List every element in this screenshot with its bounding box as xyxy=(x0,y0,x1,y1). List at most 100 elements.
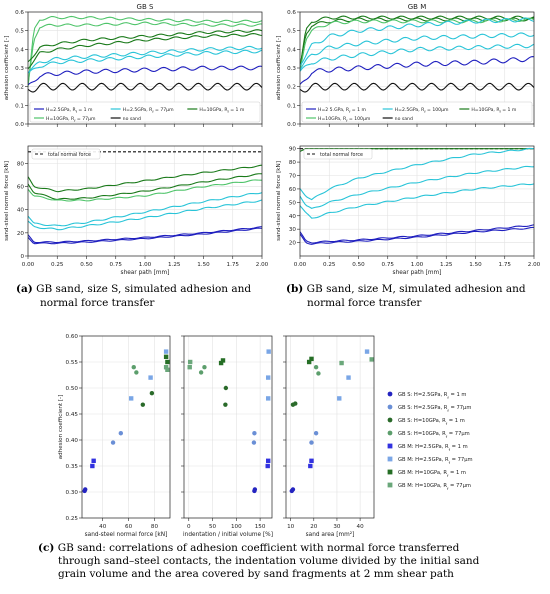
scatter-point xyxy=(140,402,146,407)
scatter-point xyxy=(309,458,314,463)
x-axis-label: shear path [mm] xyxy=(121,270,170,276)
scatter-legend-label: GB M: H=2.5GPa, Rf = 77μm xyxy=(398,457,473,465)
series-line xyxy=(28,65,262,86)
series-line xyxy=(28,164,262,193)
scatter-point xyxy=(252,431,257,436)
series-line xyxy=(300,55,534,85)
legend-label: H=10GPa, Rf = 1 m xyxy=(471,107,517,114)
grid xyxy=(184,335,272,519)
scatter-point xyxy=(149,391,155,396)
scatter-point xyxy=(265,375,271,380)
y-tick-label: 60 xyxy=(289,187,297,193)
scatter-point xyxy=(110,440,116,445)
scatter-point xyxy=(293,401,298,406)
caption-b: (b) GB sand, size M, simulated adhesion … xyxy=(286,283,526,295)
x-tick-label: 40 xyxy=(357,524,365,530)
series-line xyxy=(28,15,262,87)
y-tick-label: 0.1 xyxy=(15,103,24,109)
legend-label: H=10GPa, Rf = 77μm xyxy=(46,116,96,123)
legend-label: H=2 5.GPa, Rf = 1 m xyxy=(318,107,366,114)
legend-label: no sand xyxy=(395,116,413,122)
y-tick-label: 50 xyxy=(289,200,297,206)
y-tick-label: 0.60 xyxy=(66,334,79,340)
scatter-legend-label: GB S: H=2.5GPa, Rf = 1 m xyxy=(398,392,466,400)
series-line xyxy=(28,173,262,200)
scatter-legend-label: GB M: H=10GPa, Rf = 77μm xyxy=(398,483,471,491)
scatter-point xyxy=(364,349,370,354)
plot-frame xyxy=(27,145,263,257)
scatter-legend-marker xyxy=(387,456,393,462)
scatter-legend-marker xyxy=(387,443,393,449)
x-tick-label: 0.25 xyxy=(51,262,64,268)
scatter-point xyxy=(369,357,374,362)
y-tick-label: 0.30 xyxy=(66,490,79,496)
x-tick-label: 150 xyxy=(255,524,266,530)
chart-c-1: 40 60 80 0.25 0.30 0.35 0.40 0.45 0.50 0.55 0.60 sa… xyxy=(58,334,171,538)
legend: H=2 5.GPa, Rf = 1 m H=2.5GPa, Rf = 100μm H… xyxy=(301,101,533,123)
legend-box xyxy=(301,101,533,123)
scatter-point xyxy=(128,396,134,401)
y-tick-label: 70 xyxy=(289,174,297,180)
series-line xyxy=(28,29,262,63)
chart-c-2: 0 50 100 150 indentation / initial volume [%… xyxy=(181,335,273,538)
x-tick-label: 30 xyxy=(333,524,341,530)
scatter-point xyxy=(223,402,228,407)
scatter-point xyxy=(202,365,207,370)
y-tick-label: 90 xyxy=(289,147,297,153)
y-tick-label: 30 xyxy=(289,227,297,233)
scatter-legend-label: GB S: H=2.5GPa, Rf = 77μm xyxy=(398,405,471,413)
legend-label: H=10GPa, Rf = 100μm xyxy=(318,116,371,123)
plot-frame xyxy=(27,11,263,125)
scatter-point xyxy=(251,440,257,445)
y-tick-label: 0.2 xyxy=(15,85,24,91)
y-tick-label: 0.25 xyxy=(66,516,79,522)
x-tick-label: 20 xyxy=(310,524,318,530)
plot-frame xyxy=(81,335,171,519)
scatter-legend-marker xyxy=(387,391,393,397)
y-tick-label: 0.3 xyxy=(287,66,296,72)
x-tick-label: 100 xyxy=(231,524,242,530)
plot-area xyxy=(28,15,262,93)
caption-a: (a) GB sand, size S, simulated adhesion … xyxy=(16,283,251,295)
scatter-point xyxy=(131,365,136,370)
x-tick-label: 40 xyxy=(99,524,107,530)
series-line xyxy=(28,21,262,86)
x-tick-label: 10 xyxy=(287,524,295,530)
y-axis-label: adhesion coefficient [-] xyxy=(276,36,282,101)
scatter-point xyxy=(187,365,192,370)
scatter-legend-marker xyxy=(387,482,393,488)
series-line xyxy=(28,227,262,245)
x-tick-label: 2.00 xyxy=(256,262,269,268)
caption-c-line3: grain volume and the area covered by san… xyxy=(58,568,454,580)
y-tick-label: 0.3 xyxy=(15,66,24,72)
x-tick-label: 1.25 xyxy=(168,262,181,268)
x-tick-label: 0.00 xyxy=(22,262,35,268)
legend-label: total normal force xyxy=(320,152,363,158)
series-line xyxy=(300,165,534,209)
plot-frame xyxy=(299,11,535,125)
x-tick-label: 0.00 xyxy=(294,262,307,268)
scatter-legend-label: GB S: H=10GPa, Rf = 1 m xyxy=(398,418,465,426)
scatter-legend-marker xyxy=(387,417,393,423)
scatter-point xyxy=(163,349,169,354)
scatter-legend-label: GB S: H=10GPa, Rf = 77μm xyxy=(398,431,470,439)
y-tick-label: 20 xyxy=(17,231,25,237)
x-axis-label: sand area [mm²] xyxy=(306,531,355,538)
x-tick-label: 0.75 xyxy=(110,262,123,268)
scatter-point xyxy=(313,431,319,436)
legend-label: total normal force xyxy=(48,152,91,158)
scatter-point xyxy=(265,458,271,463)
legend: total normal force xyxy=(31,148,101,160)
scatter-legend-marker xyxy=(387,404,393,410)
legend-label: H=10GPa, Rf = 1 m xyxy=(199,107,245,114)
series-line xyxy=(28,49,262,74)
grid xyxy=(286,335,374,519)
scatter-point xyxy=(165,359,170,365)
y-tick-label: 0.2 xyxy=(287,85,296,91)
series-line xyxy=(300,224,534,244)
scatter-point xyxy=(165,367,170,372)
x-tick-label: 2.00 xyxy=(528,262,541,268)
scatter-point xyxy=(265,396,271,401)
